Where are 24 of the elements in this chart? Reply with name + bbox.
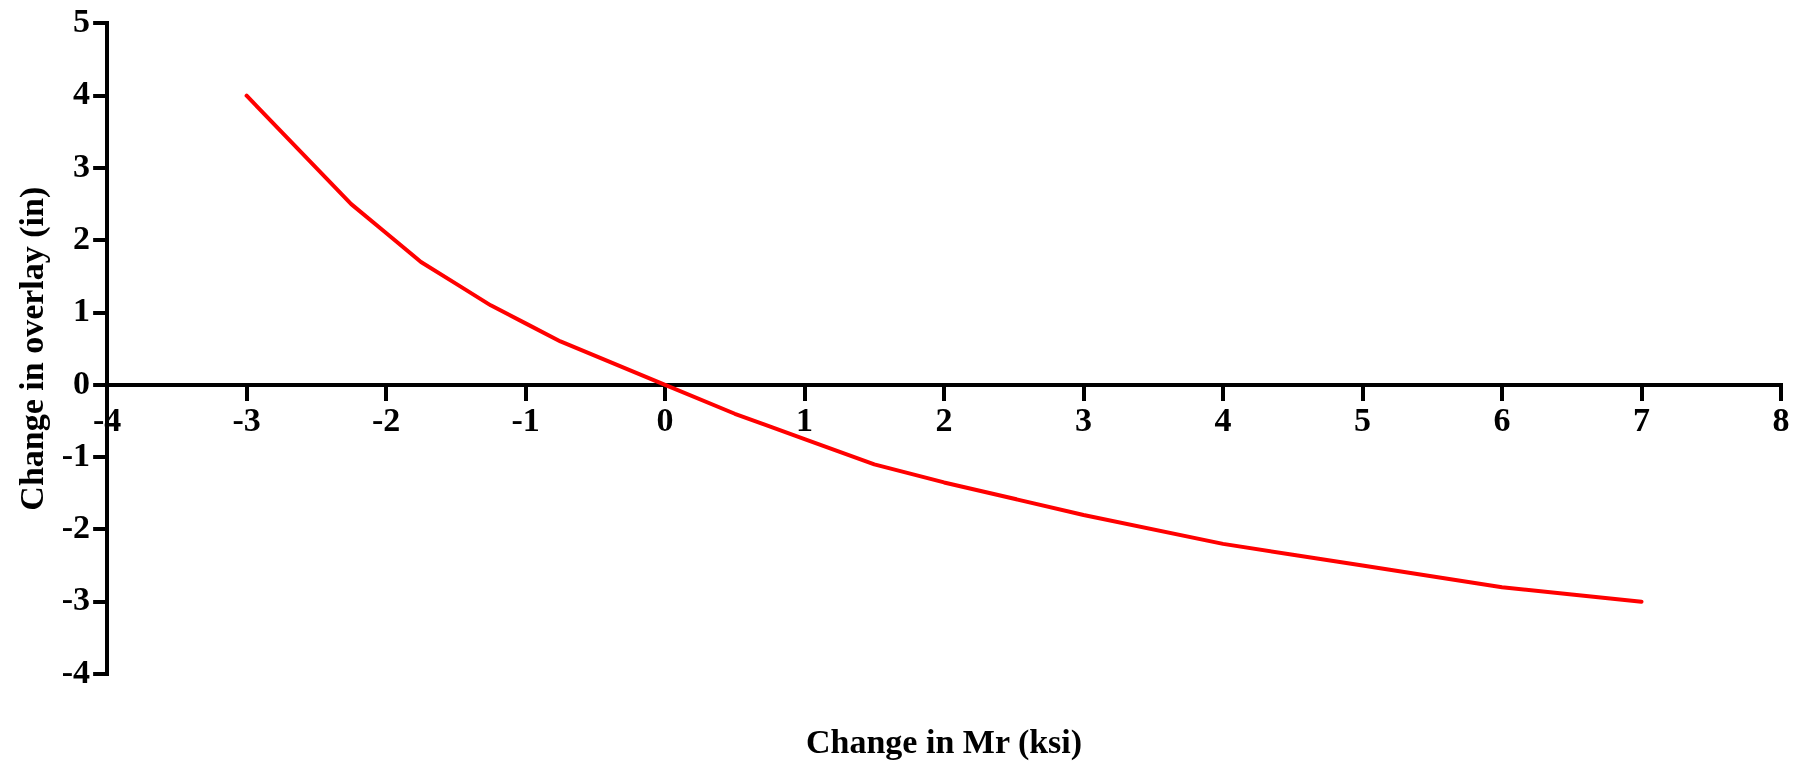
y-tick-label: -1 [61, 435, 91, 473]
x-tick-label: 0 [656, 401, 674, 439]
y-tick-label: 3 [73, 146, 91, 184]
x-tick-label: 7 [1633, 401, 1651, 439]
x-tick-label: -3 [232, 401, 261, 439]
x-tick-label: -1 [511, 401, 540, 439]
y-tick-label: 0 [73, 363, 91, 401]
y-tick-label: -3 [61, 580, 91, 618]
x-tick-label: 3 [1075, 401, 1093, 439]
y-tick-label: -4 [61, 652, 91, 690]
x-tick-label: 8 [1772, 401, 1790, 439]
y-axis-title: Change in overlay (in) [13, 186, 52, 511]
y-tick-label: 5 [73, 2, 91, 40]
y-tick-label: 4 [73, 74, 91, 112]
x-tick-label: 2 [935, 401, 953, 439]
x-tick-label: 6 [1493, 401, 1511, 439]
x-tick-label: 5 [1354, 401, 1372, 439]
y-tick-label: -2 [61, 508, 91, 546]
x-tick-label: 4 [1214, 401, 1232, 439]
x-tick-label: -2 [371, 401, 401, 439]
x-tick-label: 1 [796, 401, 814, 439]
x-axis-title: Change in Mr (ksi) [806, 722, 1083, 761]
y-tick-label: 2 [73, 219, 91, 257]
y-tick-label: 1 [73, 291, 91, 329]
